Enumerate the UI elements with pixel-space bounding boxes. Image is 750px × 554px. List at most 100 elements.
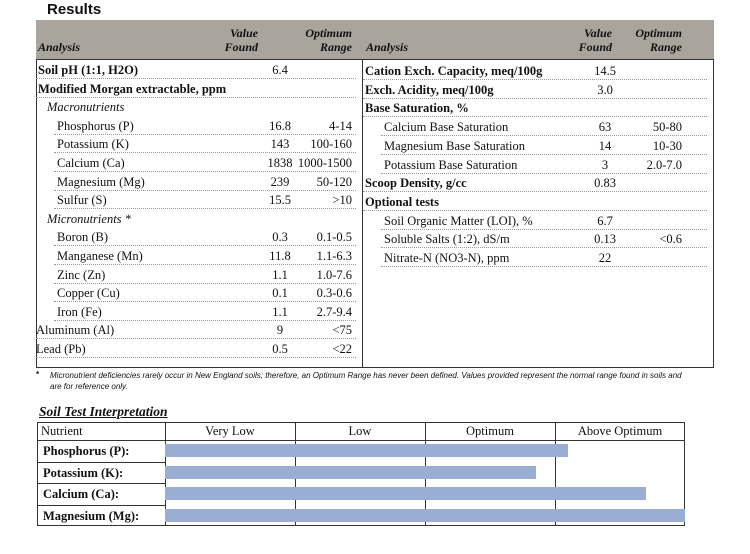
level-bar: [165, 508, 685, 522]
column-header: Analysis: [366, 40, 409, 54]
row-separator: [54, 245, 356, 247]
value-found: 3.0: [597, 82, 613, 97]
row-label: Manganese (Mn): [57, 249, 143, 263]
optimum-range: 1000-1500: [297, 156, 352, 170]
row-label: Nitrate-N (NO3-N), ppm: [384, 251, 510, 265]
optimum-range: <75: [332, 323, 352, 338]
column-header: Value Found: [578, 26, 612, 54]
optimum-range: <22: [332, 342, 352, 356]
row-separator: [363, 79, 707, 80]
row-separator: [36, 96, 356, 98]
value-found: 0.83: [594, 176, 616, 191]
optimum-range: 50-80: [652, 120, 682, 135]
footnote: Micronutrient deficiencies rarely occur …: [50, 371, 682, 391]
footnote-marker: *: [36, 370, 40, 379]
nutrient-label: Calcium (Ca):: [43, 487, 120, 501]
column-header: Very Low: [205, 424, 255, 438]
nutrient-label: Magnesium (Mg):: [43, 508, 140, 523]
row-label: Phosphorus (P): [57, 118, 134, 133]
value-found: 6.7: [597, 213, 613, 228]
optimum-range: >10: [332, 193, 352, 208]
row-label: Lead (Pb): [36, 342, 86, 356]
value-found: 14: [598, 138, 612, 153]
row-label: Potassium Base Saturation: [384, 157, 518, 172]
row-separator: [36, 357, 356, 358]
level-bar: [165, 444, 568, 457]
value-found: 143: [270, 137, 290, 152]
column-header: Optimum Range: [635, 26, 682, 54]
value-found: 0.13: [594, 232, 616, 247]
row-separator: [54, 171, 356, 172]
column-header: Above Optimum: [577, 424, 663, 438]
row-label: Soluble Salts (1:2), dS/m: [384, 232, 510, 247]
table-header: [36, 20, 714, 60]
row-separator: [36, 338, 356, 340]
row-label: Calcium Base Saturation: [384, 120, 509, 135]
value-found: 63: [598, 120, 612, 135]
value-found: 14.5: [594, 64, 616, 78]
row-label: Optional tests: [365, 194, 439, 209]
optimum-range: 4-14: [329, 118, 352, 133]
column-header: Analysis: [38, 40, 81, 54]
optimum-range: 2.7-9.4: [316, 304, 352, 319]
optimum-range: 100-160: [310, 137, 352, 152]
value-found: 15.5: [269, 193, 291, 208]
row-line: [37, 483, 165, 484]
value-found: 239: [270, 174, 290, 189]
row-label: Exch. Acidity, meq/100g: [365, 82, 494, 97]
value-found: 9: [276, 323, 284, 338]
row-separator: [54, 189, 356, 191]
row-label: Magnesium (Mg): [57, 174, 145, 189]
row-separator: [36, 78, 356, 79]
row-separator: [54, 264, 356, 265]
optimum-range: 0.1-0.5: [316, 230, 352, 245]
nutrient-label: Potassium (K):: [43, 465, 124, 480]
row-label: Scoop Density, g/cc: [365, 176, 467, 191]
row-separator: [363, 97, 707, 99]
row-label: Aluminum (Al): [36, 323, 115, 338]
row-separator: [381, 153, 707, 155]
row-label: Magnesium Base Saturation: [384, 138, 525, 153]
row-label: Calcium (Ca): [57, 156, 125, 170]
level-bar: [165, 465, 536, 479]
row-separator: [363, 191, 707, 193]
value-found: 1838: [267, 156, 293, 170]
row-label: Macronutrients: [47, 100, 125, 115]
optimum-range: 1.1-6.3: [316, 249, 352, 263]
optimum-range: 1.0-7.6: [316, 267, 352, 282]
row-label: Sulfur (S): [57, 193, 107, 208]
row-separator: [54, 133, 356, 135]
divider: [362, 60, 363, 368]
optimum-range: 50-120: [316, 174, 352, 189]
row-label: Modified Morgan extractable, ppm: [38, 81, 227, 96]
row-separator: [381, 135, 707, 137]
value-found: 0.3: [272, 230, 288, 245]
row-separator: [54, 208, 356, 210]
value-found: 11.8: [269, 249, 291, 263]
title: Results: [47, 1, 102, 18]
interpretation-title: Soil Test Interpretation: [39, 404, 168, 419]
value-found: 16.8: [269, 118, 291, 133]
row-separator: [54, 282, 356, 284]
row-separator: [54, 152, 356, 154]
row-separator: [381, 247, 707, 249]
nutrient-label: Phosphorus (P):: [43, 444, 130, 458]
column-line: [555, 422, 556, 526]
row-label: Iron (Fe): [57, 304, 102, 319]
row-label: Boron (B): [57, 230, 109, 245]
interpretation-table: [37, 422, 685, 526]
value-found: 6.4: [272, 63, 288, 77]
row-label: Cation Exch. Capacity, meq/100g: [365, 64, 543, 78]
column-header: Optimum Range: [305, 26, 352, 54]
optimum-range: <0.6: [659, 232, 682, 247]
row-separator: [54, 319, 356, 321]
row-label: Soil Organic Matter (LOI), %: [384, 213, 533, 228]
row-line: [37, 461, 165, 463]
row-label: Micronutrients *: [47, 211, 131, 226]
row-separator: [381, 266, 707, 267]
row-separator: [381, 172, 707, 174]
level-bar: [165, 487, 646, 500]
row-label: Base Saturation, %: [365, 101, 469, 116]
value-found: 0.1: [272, 286, 288, 301]
